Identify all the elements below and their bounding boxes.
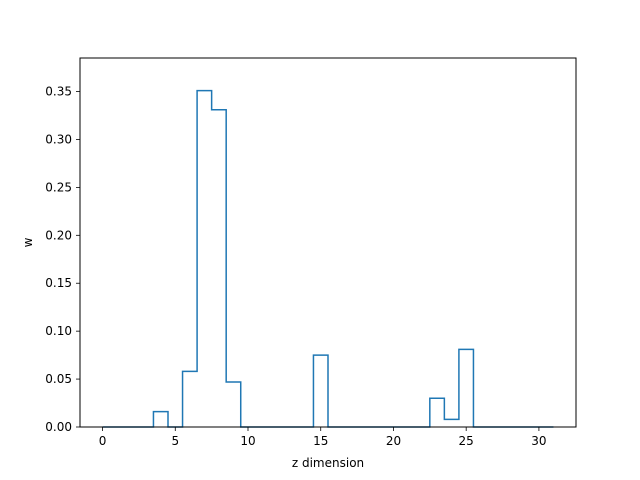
x-axis: 0 5 10 15 20 25 30 bbox=[99, 427, 547, 448]
axes-frame bbox=[79, 57, 577, 428]
x-tick-label: 25 bbox=[459, 434, 474, 448]
y-tick-label: 0.15 bbox=[45, 276, 72, 290]
y-axis: 0.00 0.05 0.10 0.15 0.20 0.25 0.30 0.35 bbox=[45, 85, 80, 434]
y-tick-label: 0.30 bbox=[45, 132, 72, 146]
y-tick-label: 0.10 bbox=[45, 324, 72, 338]
x-axis-label: z dimension bbox=[292, 456, 364, 470]
x-tick-label: 20 bbox=[386, 434, 401, 448]
x-tick-label: 30 bbox=[531, 434, 546, 448]
y-tick-label: 0.20 bbox=[45, 228, 72, 242]
y-tick-label: 0.25 bbox=[45, 180, 72, 194]
y-axis-label: w bbox=[21, 237, 35, 247]
x-tick-label: 10 bbox=[240, 434, 255, 448]
x-tick-label: 5 bbox=[171, 434, 179, 448]
x-tick-label: 0 bbox=[99, 434, 107, 448]
x-tick-label: 15 bbox=[313, 434, 328, 448]
y-tick-label: 0.00 bbox=[45, 420, 72, 434]
y-tick-label: 0.35 bbox=[45, 85, 72, 99]
y-tick-label: 0.05 bbox=[45, 372, 72, 386]
